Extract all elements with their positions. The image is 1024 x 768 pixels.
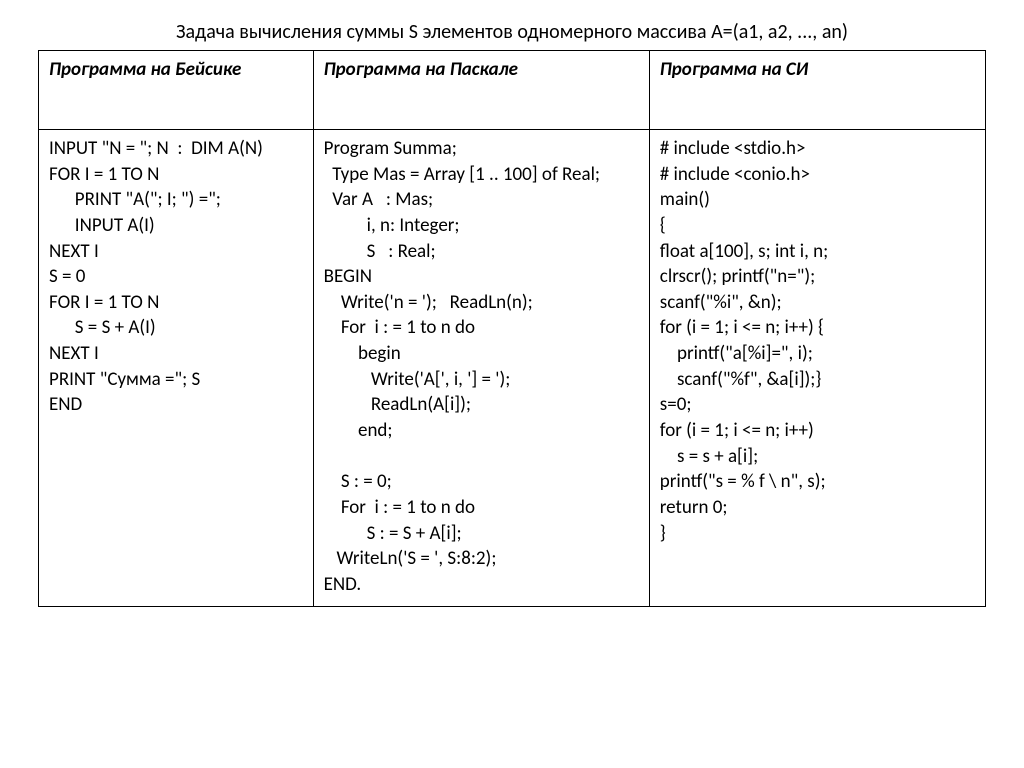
- cell-basic: INPUT "N = "; N : DIM A(N) FOR I = 1 TO …: [39, 130, 314, 607]
- cell-c: # include <stdio.h> # include <conio.h> …: [649, 130, 985, 607]
- col-header-c: Программа на СИ: [649, 51, 985, 130]
- page-title: Задача вычисления суммы S элементов одно…: [38, 20, 986, 44]
- col-header-pascal: Программа на Паскале: [313, 51, 649, 130]
- code-c: # include <stdio.h> # include <conio.h> …: [660, 136, 975, 546]
- table-header-row: Программа на Бейсике Программа на Паскал…: [39, 51, 986, 130]
- code-basic: INPUT "N = "; N : DIM A(N) FOR I = 1 TO …: [49, 136, 303, 418]
- slide-page: Задача вычисления суммы S элементов одно…: [0, 0, 1024, 607]
- table-row: INPUT "N = "; N : DIM A(N) FOR I = 1 TO …: [39, 130, 986, 607]
- code-pascal: Program Summa; Type Mas = Array [1 .. 10…: [324, 136, 639, 598]
- col-header-basic: Программа на Бейсике: [39, 51, 314, 130]
- cell-pascal: Program Summa; Type Mas = Array [1 .. 10…: [313, 130, 649, 607]
- code-comparison-table: Программа на Бейсике Программа на Паскал…: [38, 50, 986, 607]
